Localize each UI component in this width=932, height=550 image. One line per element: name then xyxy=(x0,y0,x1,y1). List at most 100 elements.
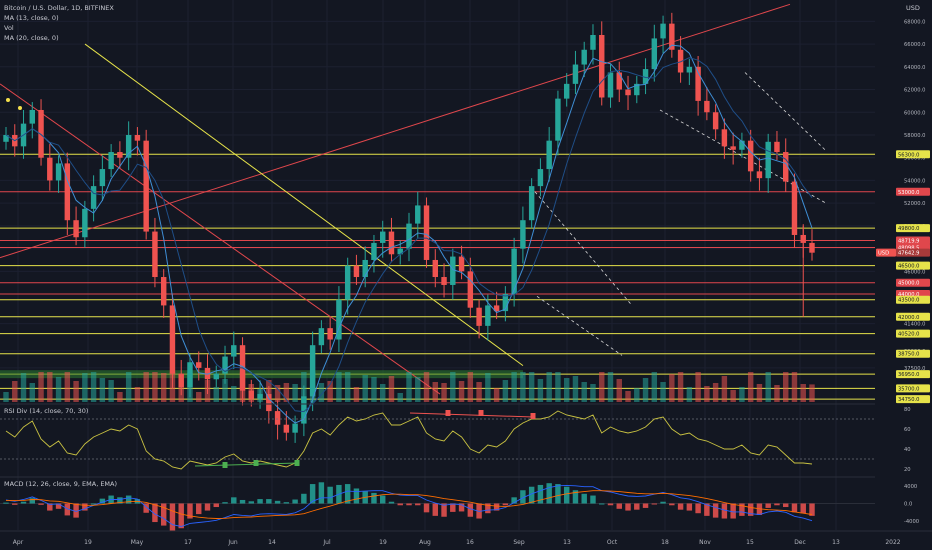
volume-bar xyxy=(82,373,88,402)
volume-bar xyxy=(152,372,158,402)
volume-bar xyxy=(450,372,456,402)
candle-body xyxy=(712,112,719,130)
symbol-title[interactable]: Bitcoin / U.S. Dollar, 1D, BITFINEX xyxy=(4,4,114,12)
volume-bar xyxy=(634,388,640,402)
volume-bar xyxy=(599,372,605,402)
rsi-line xyxy=(5,410,813,470)
macd-histogram-bar xyxy=(485,503,491,514)
macd-histogram-bar xyxy=(55,503,62,509)
volume-bar xyxy=(467,372,474,402)
candle-body xyxy=(152,231,158,278)
volume-bar xyxy=(721,376,728,402)
ma13-line xyxy=(5,44,813,424)
macd-histogram-bar xyxy=(99,498,106,504)
volume-bar xyxy=(458,381,465,402)
volume-bar xyxy=(677,372,684,402)
level-price-tag xyxy=(896,187,930,196)
level-price-tag xyxy=(896,236,930,245)
candle-body xyxy=(432,259,438,278)
volume-legend[interactable]: Vol xyxy=(4,24,14,32)
time-tick-label: 13 xyxy=(563,539,571,546)
macd-panel-label[interactable]: MACD (12, 26, close, 9, EMA, EMA) xyxy=(4,480,118,488)
level-price-tag xyxy=(896,329,930,338)
trendlines[interactable] xyxy=(0,3,827,395)
macd-histogram-bar xyxy=(64,503,71,516)
level-price-tag xyxy=(896,224,930,233)
volume-bar xyxy=(511,372,517,402)
volume-bar xyxy=(47,372,53,402)
macd-histogram-bar xyxy=(651,503,658,505)
volume-bar xyxy=(143,372,149,402)
support-zone xyxy=(0,370,523,379)
macd-histogram-bar xyxy=(721,503,728,519)
volume-bar xyxy=(336,372,342,402)
volume-bar xyxy=(432,382,438,402)
time-tick-label: Jul xyxy=(322,539,331,546)
level-price-tag xyxy=(896,349,930,358)
currency-label: USD xyxy=(906,4,920,12)
candle-body xyxy=(642,69,649,84)
candle-body xyxy=(82,208,88,238)
macd-histogram-bar xyxy=(730,503,736,519)
candle-body xyxy=(397,248,403,255)
macd-histogram-bar xyxy=(809,503,815,516)
candle-body xyxy=(458,256,465,272)
volume-bar xyxy=(327,381,333,402)
volume-bar xyxy=(730,390,736,402)
volume-bar xyxy=(642,378,649,402)
macd-histogram-bar xyxy=(642,503,649,508)
rising-trendline xyxy=(0,3,791,259)
macd-histogram-bar xyxy=(581,493,587,504)
volume-bar xyxy=(476,382,482,402)
moving-averages xyxy=(5,44,813,424)
rsi-tick-label: 60 xyxy=(904,427,911,433)
volume-bar xyxy=(213,387,219,402)
volume-bar xyxy=(747,372,754,402)
level-price-text: 48719.9 xyxy=(898,238,919,244)
macd-histogram-bar xyxy=(143,503,149,513)
candle-body xyxy=(599,34,605,98)
volume-bar xyxy=(502,380,509,402)
volume-bar xyxy=(791,372,798,402)
time-tick-label: Apr xyxy=(13,539,24,546)
time-tick-label: 18 xyxy=(661,539,669,546)
macd-histogram-bar xyxy=(248,501,255,504)
candlesticks[interactable] xyxy=(3,12,815,443)
rsi-panel-label[interactable]: RSI Div (14, close, 70, 30) xyxy=(4,407,89,415)
candle-body xyxy=(747,140,754,172)
price-tick-label: 56000.0 xyxy=(904,156,925,162)
macd-histogram-bar xyxy=(712,503,719,518)
macd-histogram-bar xyxy=(397,503,403,506)
ma20-legend[interactable]: MA (20, close, 0) xyxy=(4,34,59,42)
ma13-legend[interactable]: MA (13, close, 0) xyxy=(4,14,59,22)
price-axis[interactable]: 68000.0 66000.0 64000.0 62000.0 60000.0 58000… xyxy=(875,0,932,550)
macd-histogram-bar xyxy=(371,492,377,504)
volume-bar xyxy=(590,384,596,402)
time-axis[interactable]: Apr 19 May 17 Jun 14 Jul 19 Aug 16 Sep 13 Oct 18 Nov 15… xyxy=(0,530,932,546)
price-tick-label: 66000.0 xyxy=(904,42,925,48)
macd-histogram-bar xyxy=(178,503,184,529)
candle-body xyxy=(388,231,395,255)
volume-bar xyxy=(739,387,745,402)
chart-legend: Bitcoin / U.S. Dollar, 1D, BITFINEX MA (… xyxy=(4,3,114,43)
volume-bar xyxy=(222,379,228,402)
macd-histogram-bar xyxy=(704,503,710,516)
price-tick-label: 58000.0 xyxy=(904,133,925,139)
volume-bar xyxy=(196,392,202,402)
time-tick-label: Oct xyxy=(607,539,618,546)
macd-histogram-bar xyxy=(572,490,579,504)
candle-body xyxy=(143,140,149,232)
price-tick-label: 68000.0 xyxy=(904,19,925,25)
candle-body xyxy=(511,248,517,295)
marker-dot-1 xyxy=(6,98,10,102)
ma20-line xyxy=(5,57,813,413)
time-tick-label: 15 xyxy=(746,539,754,546)
price-tick-label: 60000.0 xyxy=(904,110,925,116)
candle-body xyxy=(90,186,97,209)
macd-histogram-bar xyxy=(450,503,456,512)
volume-bar xyxy=(607,372,614,402)
macd-panel xyxy=(0,476,875,531)
macd-histogram-bar xyxy=(423,503,430,513)
volume-bar xyxy=(581,382,587,402)
macd-histogram-bar xyxy=(625,503,631,511)
